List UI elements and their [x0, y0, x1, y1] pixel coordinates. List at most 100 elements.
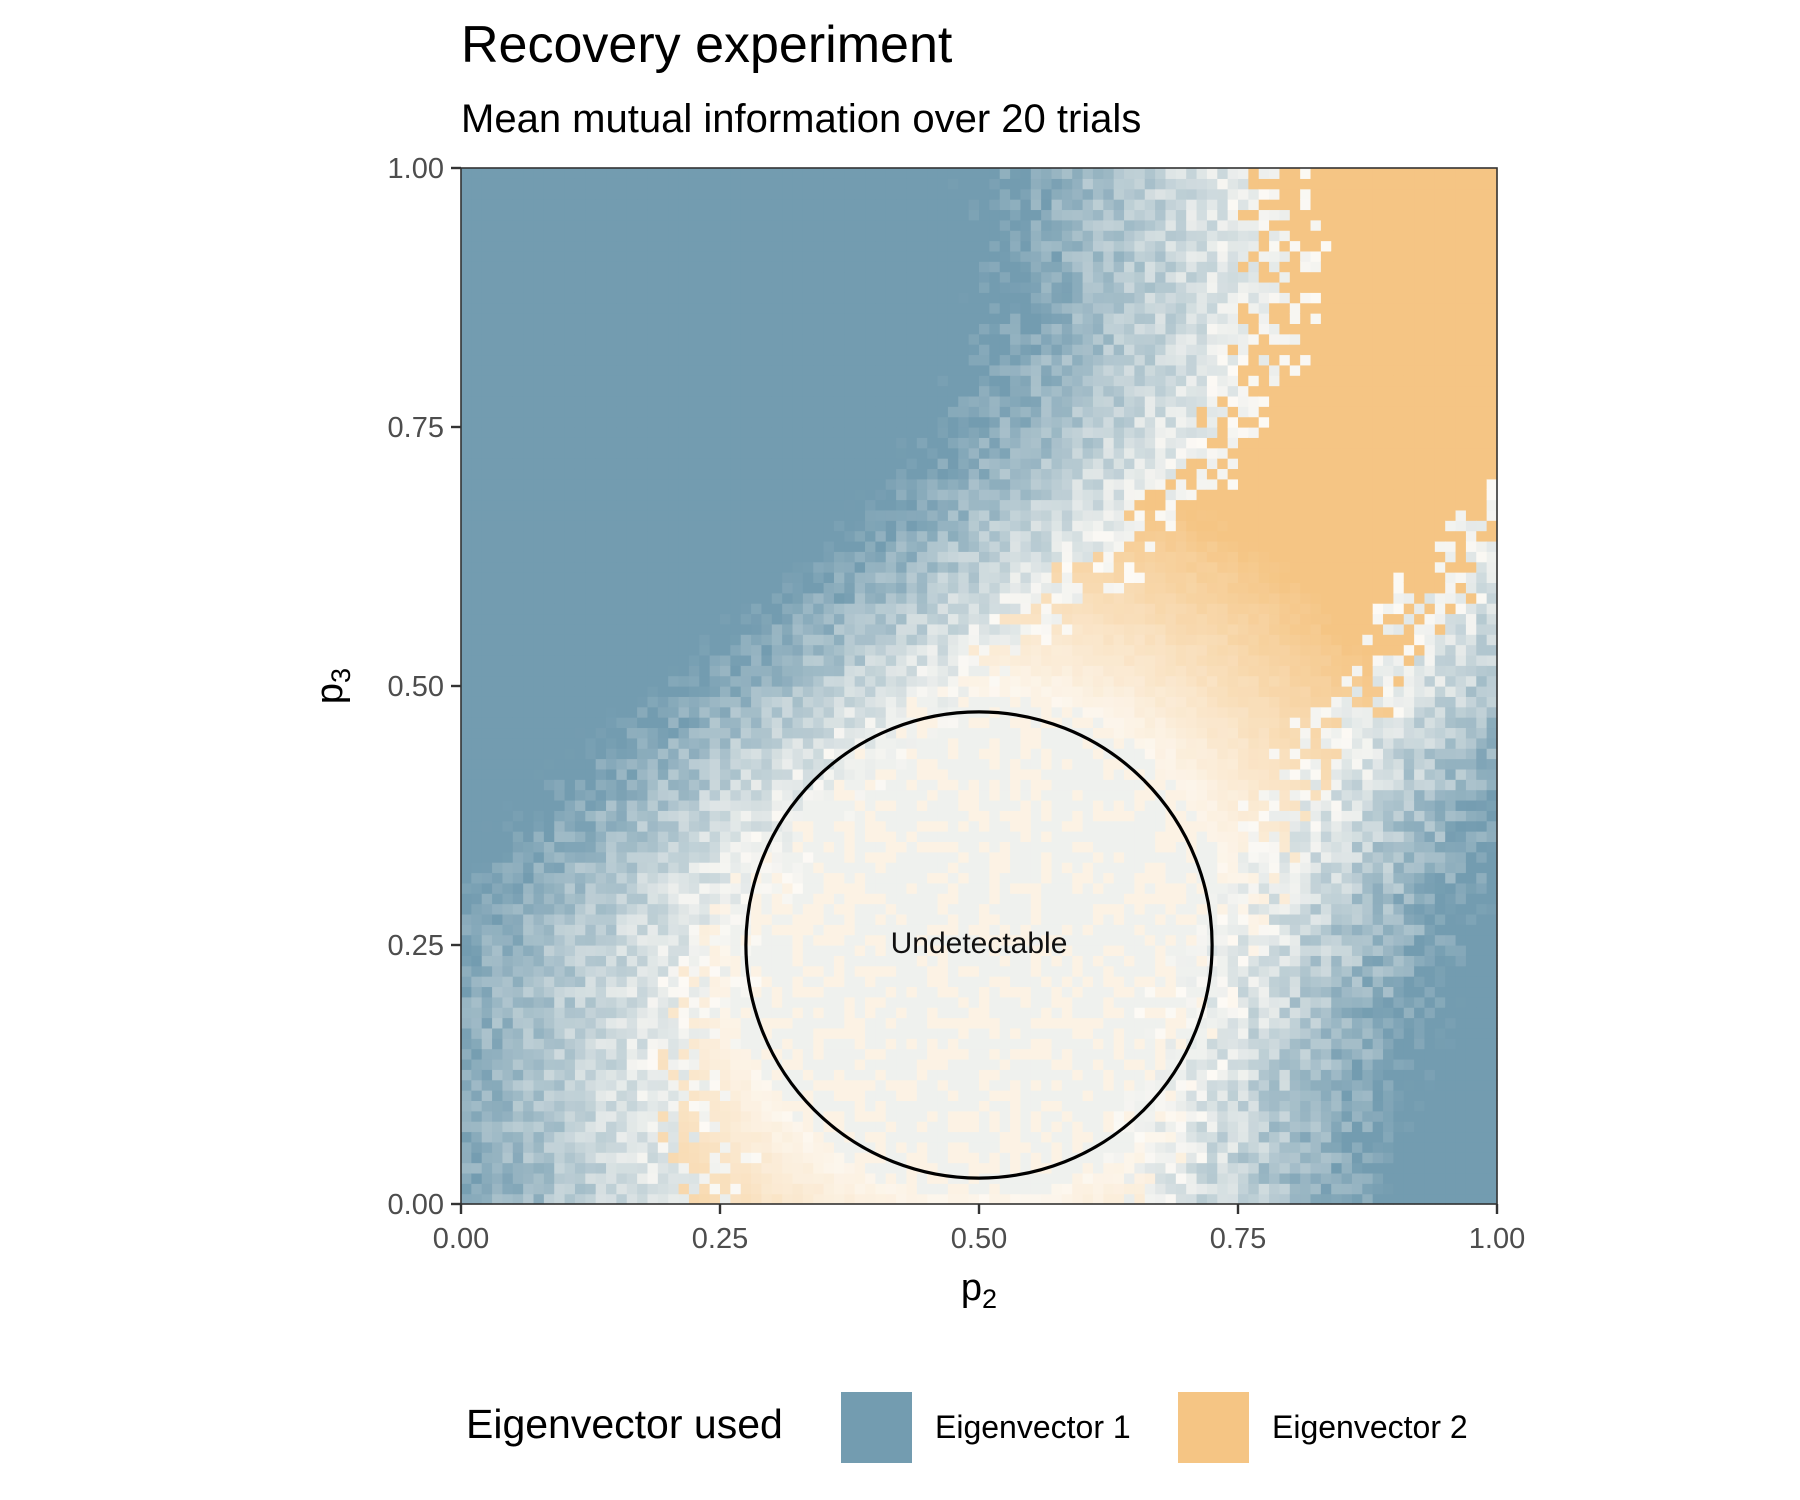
- heatmap-cell: [885, 913, 897, 925]
- heatmap-cell: [833, 789, 845, 801]
- heatmap-cell: [564, 1027, 576, 1039]
- heatmap-cell: [833, 675, 845, 687]
- heatmap-cell: [875, 478, 887, 490]
- heatmap-cell: [740, 323, 752, 335]
- heatmap-cell: [958, 613, 970, 625]
- heatmap-cell: [481, 872, 493, 884]
- heatmap-cell: [875, 686, 887, 697]
- heatmap-cell: [865, 934, 876, 946]
- heatmap-cell: [916, 168, 928, 179]
- heatmap-cell: [471, 458, 483, 470]
- heatmap-cell: [471, 313, 483, 324]
- heatmap-cell: [833, 945, 845, 956]
- heatmap-cell: [699, 209, 711, 221]
- heatmap-cell: [668, 727, 680, 739]
- heatmap-cell: [720, 1069, 731, 1081]
- heatmap-cell: [595, 623, 607, 635]
- heatmap-cell: [709, 748, 721, 760]
- heatmap-cell: [595, 872, 607, 884]
- heatmap-cell: [595, 551, 607, 563]
- heatmap-cell: [865, 592, 876, 604]
- heatmap-cell: [958, 727, 970, 739]
- heatmap-cell: [709, 706, 721, 718]
- heatmap-cell: [927, 1193, 939, 1205]
- heatmap-cell: [637, 1058, 649, 1070]
- heatmap-cell: [543, 768, 555, 780]
- heatmap-cell: [875, 893, 887, 905]
- heatmap-cell: [574, 427, 586, 438]
- heatmap-cell: [761, 872, 773, 884]
- heatmap-cell: [492, 323, 504, 335]
- heatmap-cell: [626, 230, 638, 242]
- heatmap-cell: [927, 1183, 939, 1195]
- heatmap-cell: [647, 219, 659, 231]
- heatmap-cell: [657, 799, 669, 811]
- heatmap-cell: [865, 779, 876, 791]
- heatmap-cell: [947, 364, 959, 376]
- heatmap-cell: [885, 561, 897, 573]
- heatmap-cell: [564, 551, 576, 563]
- heatmap-cell: [792, 375, 804, 387]
- heatmap-cell: [481, 209, 493, 221]
- heatmap-cell: [668, 427, 680, 438]
- heatmap-cell: [813, 913, 825, 925]
- heatmap-cell: [688, 520, 700, 532]
- heatmap-cell: [875, 250, 887, 262]
- heatmap-cell: [916, 447, 928, 459]
- heatmap-cell: [740, 789, 752, 801]
- heatmap-cell: [461, 1121, 472, 1133]
- heatmap-cell: [471, 903, 483, 915]
- heatmap-cell: [720, 1172, 731, 1184]
- heatmap-cell: [637, 1079, 649, 1091]
- heatmap-cell: [564, 178, 576, 190]
- heatmap-cell: [502, 945, 514, 956]
- heatmap-cell: [626, 737, 638, 749]
- heatmap-cell: [709, 758, 721, 770]
- heatmap-cell: [616, 437, 628, 449]
- heatmap-cell: [813, 1100, 825, 1112]
- heatmap-cell: [492, 955, 504, 967]
- heatmap-cell: [875, 499, 887, 511]
- heatmap-cell: [554, 748, 566, 760]
- heatmap-cell: [906, 862, 918, 874]
- heatmap-cell: [958, 686, 970, 697]
- heatmap-cell: [896, 1121, 908, 1133]
- heatmap-cell: [751, 168, 763, 179]
- heatmap-cell: [875, 758, 887, 770]
- heatmap-cell: [606, 323, 617, 335]
- heatmap-cell: [730, 323, 742, 335]
- heatmap-cell: [813, 675, 825, 687]
- heatmap-cell: [740, 1162, 752, 1174]
- heatmap-cell: [709, 934, 721, 946]
- heatmap-cell: [947, 799, 959, 811]
- heatmap-cell: [833, 903, 845, 915]
- heatmap-cell: [585, 737, 597, 749]
- heatmap-cell: [564, 427, 576, 438]
- heatmap-cell: [802, 1183, 814, 1195]
- heatmap-cell: [751, 654, 763, 666]
- heatmap-cell: [751, 1027, 763, 1039]
- heatmap-cell: [833, 862, 845, 874]
- heatmap-cell: [668, 458, 680, 470]
- heatmap-cell: [896, 654, 908, 666]
- heatmap-cell: [709, 530, 721, 542]
- heatmap-cell: [564, 996, 576, 1008]
- heatmap-cell: [564, 1183, 576, 1195]
- heatmap-cell: [833, 955, 845, 967]
- heatmap-cell: [471, 230, 483, 242]
- heatmap-cell: [481, 427, 493, 438]
- heatmap-cell: [606, 675, 617, 687]
- heatmap-cell: [916, 458, 928, 470]
- heatmap-cell: [616, 1183, 628, 1195]
- heatmap-cell: [833, 520, 845, 532]
- heatmap-cell: [533, 1162, 545, 1174]
- heatmap-cell: [492, 748, 504, 760]
- heatmap-cell: [461, 872, 472, 884]
- heatmap-cell: [564, 634, 576, 646]
- heatmap-cell: [730, 199, 742, 211]
- heatmap-cell: [512, 582, 524, 594]
- heatmap-cell: [875, 219, 887, 231]
- heatmap-cell: [916, 831, 928, 842]
- heatmap-cell: [512, 323, 524, 335]
- heatmap-cell: [502, 561, 514, 573]
